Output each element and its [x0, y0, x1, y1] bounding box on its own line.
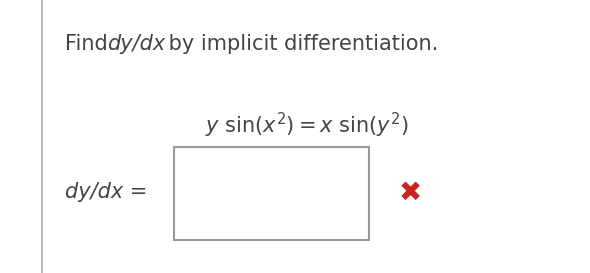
- Text: dy/dx: dy/dx: [107, 34, 166, 54]
- Text: Find: Find: [65, 34, 114, 54]
- Bar: [174, 147, 369, 240]
- Text: $y\ \sin(x^2) = x\ \sin(y^2)$: $y\ \sin(x^2) = x\ \sin(y^2)$: [205, 111, 408, 140]
- Text: dy/dx =: dy/dx =: [65, 182, 148, 203]
- Text: ✖: ✖: [398, 179, 422, 206]
- Text: by implicit differentiation.: by implicit differentiation.: [162, 34, 438, 54]
